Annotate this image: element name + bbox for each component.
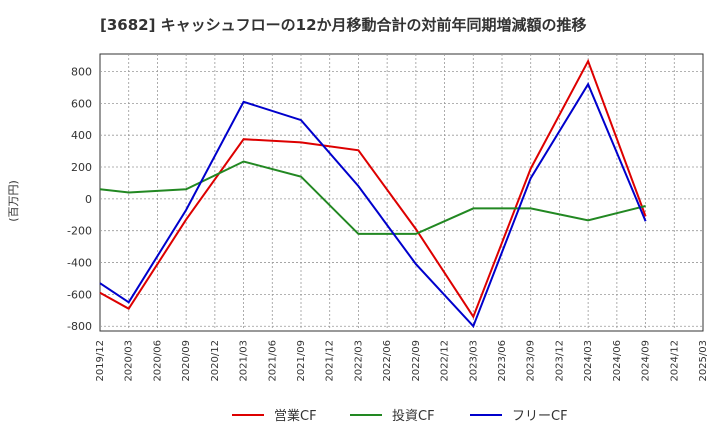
x-tick-label: 2020/03 bbox=[124, 340, 135, 382]
x-tick-label: 2021/12 bbox=[325, 340, 336, 382]
x-tick-label: 2024/06 bbox=[612, 340, 623, 382]
legend-label-2: 投資CF bbox=[392, 408, 435, 424]
y-tick-label: 0 bbox=[85, 193, 92, 206]
y-tick-label: -600 bbox=[67, 288, 92, 301]
legend-label-3: フリーCF bbox=[512, 409, 568, 424]
x-tick-label: 2024/03 bbox=[583, 340, 594, 382]
y-tick-label: 400 bbox=[71, 129, 92, 142]
y-tick-label: -200 bbox=[67, 225, 92, 238]
x-tick-label: 2023/12 bbox=[554, 340, 565, 382]
y-tick-label: -400 bbox=[67, 257, 92, 270]
x-tick-label: 2021/03 bbox=[239, 340, 250, 382]
series-line-2 bbox=[99, 160, 646, 235]
x-tick-label: 2020/06 bbox=[152, 340, 163, 382]
y-tick-label: 600 bbox=[71, 97, 92, 110]
plot-area bbox=[99, 53, 704, 332]
x-tick-label: 2023/09 bbox=[526, 340, 537, 382]
x-tick-label: 2022/03 bbox=[353, 340, 364, 382]
y-tick-label: -800 bbox=[67, 320, 92, 333]
x-tick-label: 2022/09 bbox=[411, 340, 422, 382]
y-axis-label: (百万円) bbox=[7, 180, 20, 222]
legend-label-1: 営業CF bbox=[274, 408, 317, 424]
x-tick-label: 2022/06 bbox=[382, 340, 393, 382]
y-tick-label: 200 bbox=[71, 161, 92, 174]
series-line-3 bbox=[99, 82, 647, 329]
x-tick-label: 2022/12 bbox=[440, 340, 451, 382]
x-tick-label: 2023/03 bbox=[468, 340, 479, 382]
x-tick-label: 2025/03 bbox=[698, 340, 709, 382]
x-tick-label: 2019/12 bbox=[95, 340, 106, 382]
series-line-1 bbox=[99, 58, 647, 319]
x-tick-label: 2020/09 bbox=[181, 340, 192, 382]
x-tick-label: 2020/12 bbox=[210, 340, 221, 382]
x-tick-label: 2023/06 bbox=[497, 340, 508, 382]
x-tick-label: 2021/09 bbox=[296, 340, 307, 382]
x-tick-label: 2024/09 bbox=[641, 340, 652, 382]
chart-title: [3682] キャッシュフローの12か月移動合計の対前年同期増減額の推移 bbox=[100, 16, 587, 34]
x-tick-label: 2021/06 bbox=[267, 340, 278, 382]
x-tick-label: 2024/12 bbox=[669, 340, 680, 382]
y-tick-label: 800 bbox=[71, 66, 92, 79]
